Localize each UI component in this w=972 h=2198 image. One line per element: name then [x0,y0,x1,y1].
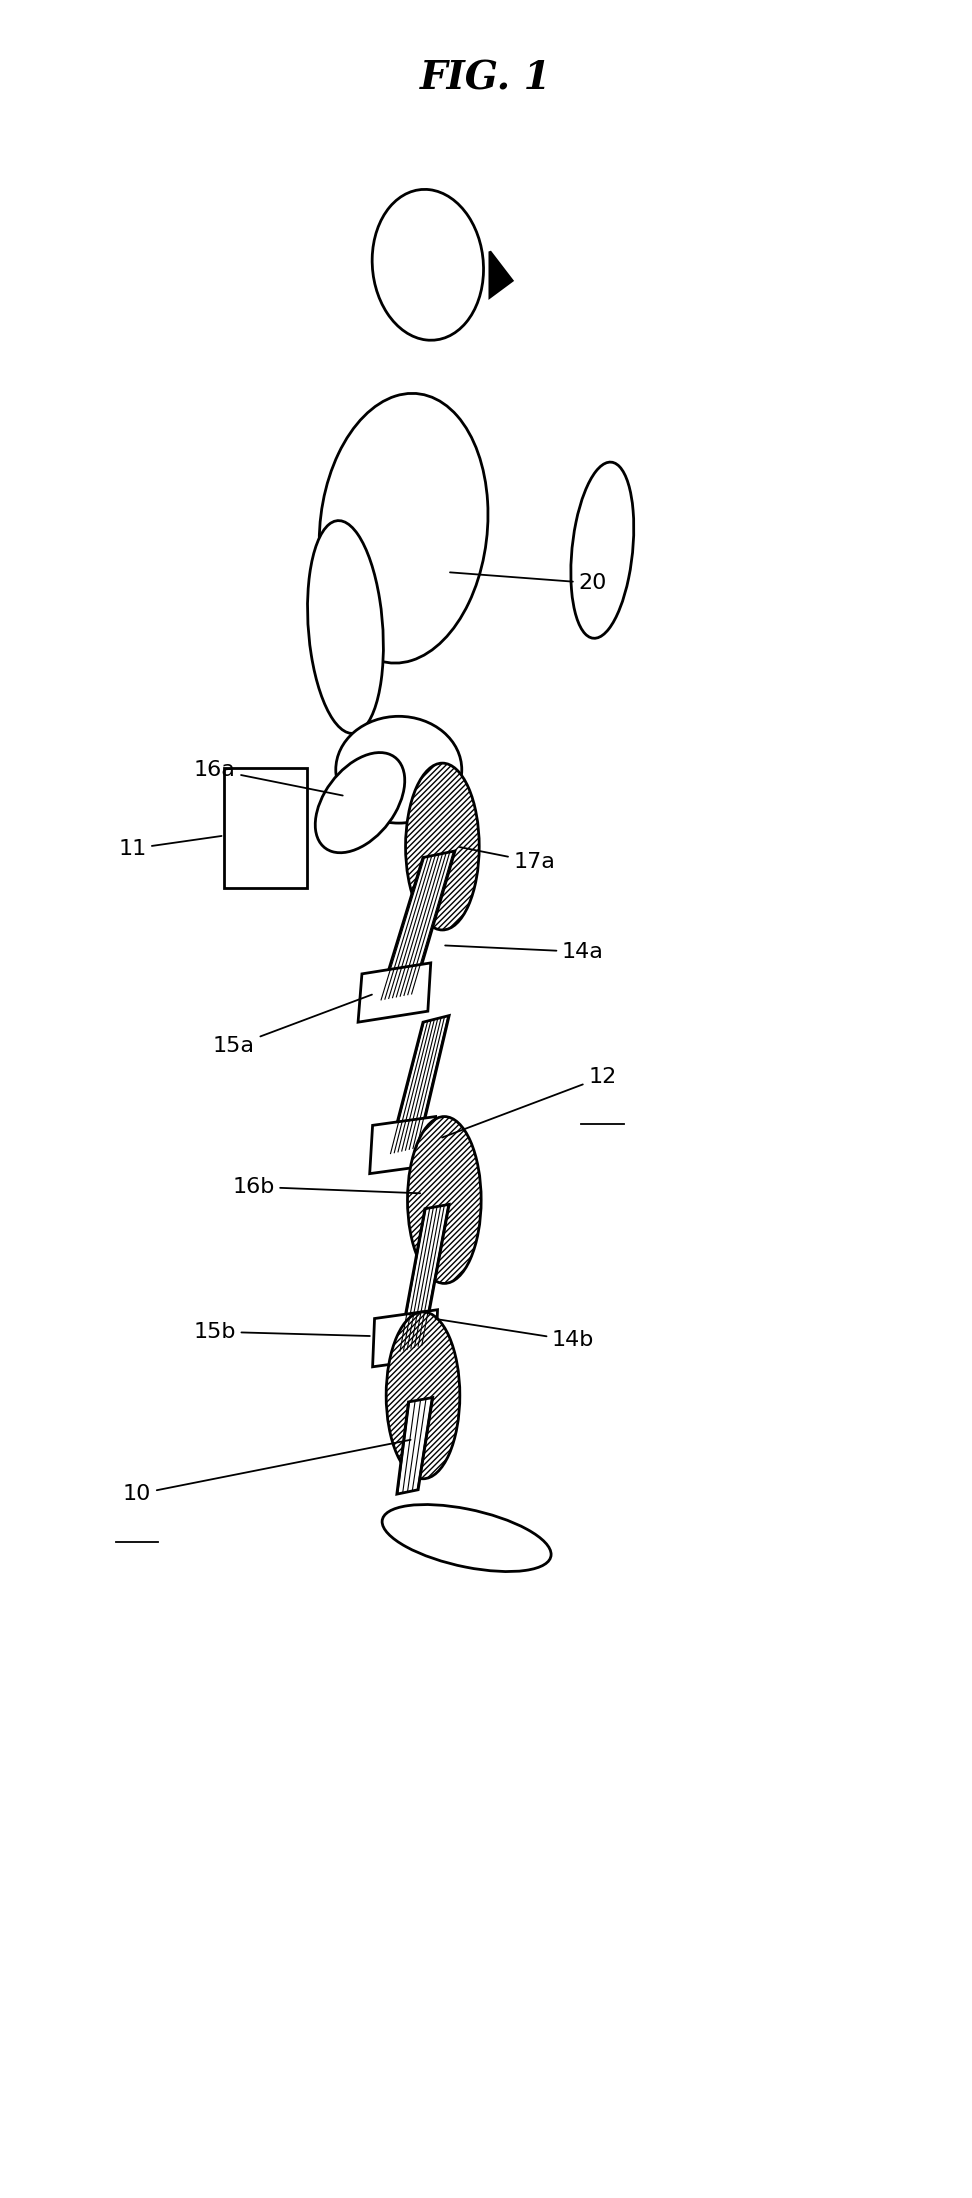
Polygon shape [369,1117,435,1174]
Ellipse shape [335,717,462,822]
Ellipse shape [571,462,634,637]
Polygon shape [372,1310,437,1367]
Polygon shape [490,251,512,297]
Polygon shape [379,851,455,1000]
Polygon shape [389,1015,449,1154]
Text: 12: 12 [442,1066,616,1139]
Text: 10: 10 [122,1440,410,1503]
Text: 14a: 14a [445,943,604,963]
Ellipse shape [405,763,479,930]
Text: 16b: 16b [232,1176,420,1196]
Ellipse shape [372,189,483,341]
Ellipse shape [382,1506,551,1572]
Text: 20: 20 [450,571,607,593]
Ellipse shape [319,393,488,664]
Ellipse shape [307,521,383,734]
Polygon shape [358,963,431,1022]
Text: 17a: 17a [460,846,555,873]
Text: 14b: 14b [435,1319,595,1350]
Polygon shape [399,1205,449,1352]
Text: FIG. 1: FIG. 1 [420,59,552,97]
Text: 15b: 15b [193,1321,369,1341]
Polygon shape [397,1398,433,1495]
Bar [225,767,307,888]
Text: 16a: 16a [193,761,343,796]
Ellipse shape [386,1312,460,1479]
Ellipse shape [315,752,404,853]
Text: 11: 11 [119,835,222,859]
Text: 15a: 15a [213,996,372,1057]
Ellipse shape [407,1117,481,1284]
